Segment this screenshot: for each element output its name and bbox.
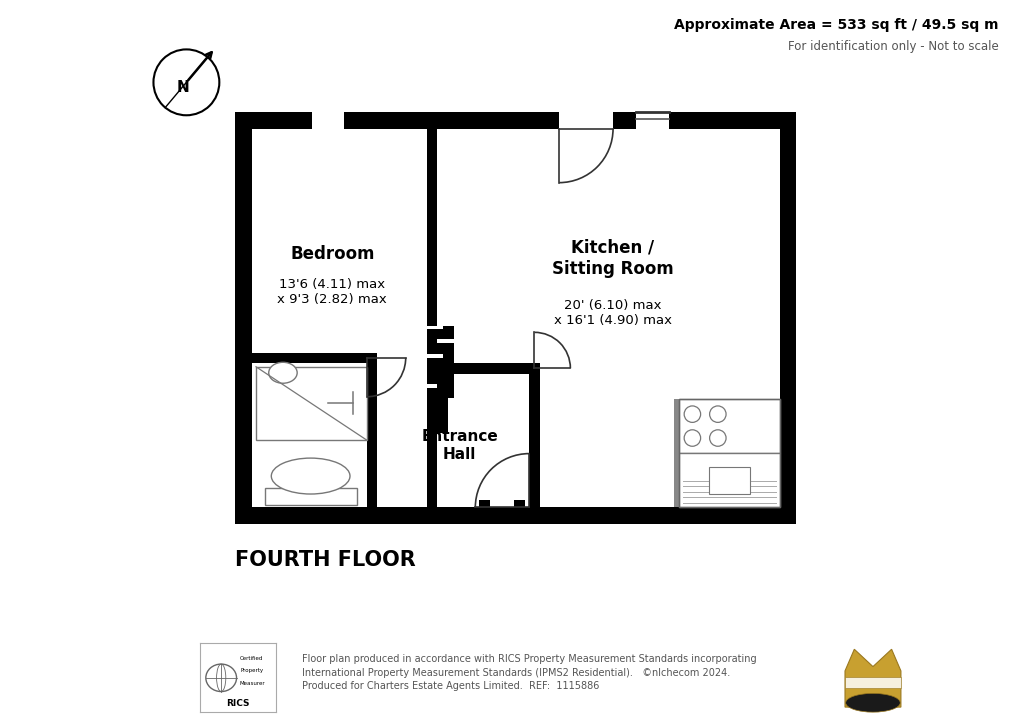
Bar xyxy=(443,325,454,334)
Bar xyxy=(427,393,437,408)
Text: RICS: RICS xyxy=(226,699,250,709)
Text: For identification only - Not to scale: For identification only - Not to scale xyxy=(787,40,998,53)
Text: Certified: Certified xyxy=(241,656,263,661)
Text: Measurer: Measurer xyxy=(239,681,265,686)
Bar xyxy=(265,488,356,505)
Bar xyxy=(427,129,437,325)
Bar xyxy=(557,112,559,129)
Bar xyxy=(236,508,797,524)
Bar xyxy=(442,363,540,374)
Bar xyxy=(559,112,613,129)
Circle shape xyxy=(684,406,700,422)
Bar xyxy=(252,353,377,363)
Bar xyxy=(514,500,524,524)
Bar xyxy=(427,343,454,354)
Bar xyxy=(427,408,437,508)
Bar xyxy=(529,368,540,508)
Bar xyxy=(256,367,367,440)
Bar xyxy=(367,358,377,508)
Bar xyxy=(236,112,252,524)
Bar xyxy=(443,378,454,393)
Bar xyxy=(679,453,780,508)
Ellipse shape xyxy=(271,458,350,494)
Bar xyxy=(710,467,750,494)
Bar xyxy=(613,112,615,129)
Bar xyxy=(443,348,454,364)
Ellipse shape xyxy=(268,362,297,383)
Bar xyxy=(636,112,670,129)
Text: Bedroom: Bedroom xyxy=(290,246,375,263)
Ellipse shape xyxy=(846,693,900,712)
Polygon shape xyxy=(845,649,901,707)
Bar xyxy=(427,388,454,398)
Text: Property: Property xyxy=(241,669,263,673)
Bar xyxy=(427,334,437,348)
Text: N: N xyxy=(177,80,189,95)
Text: Kitchen /
Sitting Room: Kitchen / Sitting Room xyxy=(552,239,674,278)
Text: Entrance
Hall: Entrance Hall xyxy=(421,429,498,461)
Circle shape xyxy=(710,429,726,446)
Bar xyxy=(427,373,454,383)
Bar xyxy=(845,677,901,688)
Circle shape xyxy=(710,406,726,422)
Bar xyxy=(679,399,780,508)
Bar xyxy=(427,364,437,378)
Circle shape xyxy=(684,429,700,446)
Bar xyxy=(427,328,454,339)
Bar xyxy=(479,500,489,524)
Bar xyxy=(236,112,797,129)
Text: 13'6 (4.11) max
x 9'3 (2.82) max: 13'6 (4.11) max x 9'3 (2.82) max xyxy=(278,278,387,306)
Bar xyxy=(312,112,344,129)
Bar xyxy=(674,399,684,508)
Bar xyxy=(437,368,447,432)
Bar xyxy=(780,112,797,524)
Bar xyxy=(427,358,454,369)
Text: FOURTH FLOOR: FOURTH FLOOR xyxy=(236,550,416,570)
Text: 20' (6.10) max
x 16'1 (4.90) max: 20' (6.10) max x 16'1 (4.90) max xyxy=(554,299,672,327)
Text: Floor plan produced in accordance with RICS Property Measurement Standards incor: Floor plan produced in accordance with R… xyxy=(302,654,757,690)
Text: Approximate Area = 533 sq ft / 49.5 sq m: Approximate Area = 533 sq ft / 49.5 sq m xyxy=(674,18,998,32)
Bar xyxy=(679,399,780,453)
